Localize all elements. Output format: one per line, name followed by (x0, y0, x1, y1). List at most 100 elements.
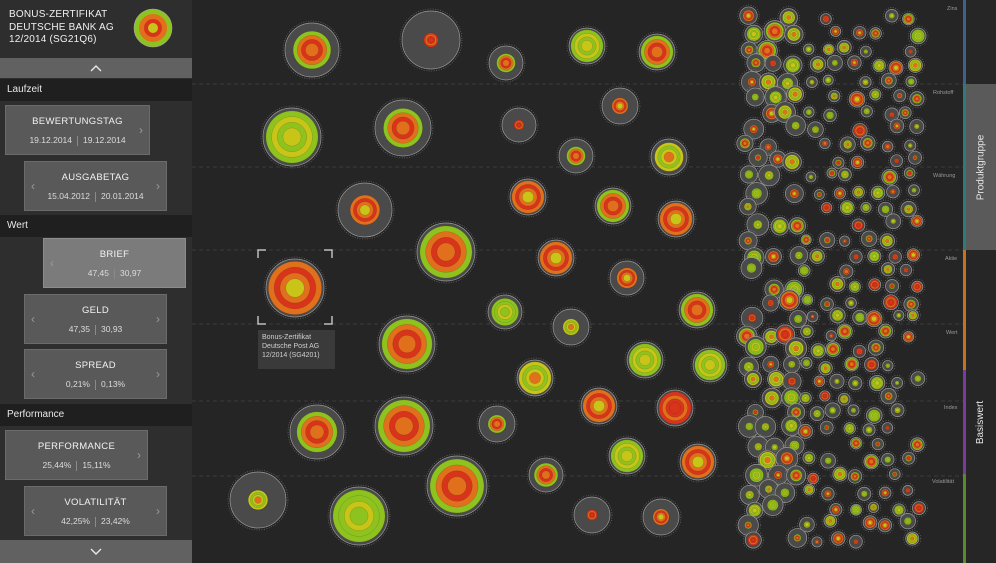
product-bubble[interactable] (760, 292, 782, 314)
product-bubble[interactable] (787, 308, 810, 330)
product-bubble[interactable] (777, 6, 800, 29)
product-bubble[interactable] (571, 494, 613, 536)
product-bubble[interactable] (760, 492, 786, 518)
product-bubble[interactable] (846, 89, 868, 110)
product-bubble[interactable] (817, 418, 836, 437)
product-bubble[interactable] (868, 183, 888, 203)
product-bubble[interactable] (798, 322, 816, 341)
product-bubble[interactable] (861, 451, 881, 472)
product-bubble[interactable] (805, 470, 821, 487)
chevron-left-icon[interactable]: ‹ (31, 179, 35, 193)
product-bubble[interactable] (826, 88, 843, 105)
product-bubble[interactable] (909, 278, 926, 295)
product-bubble[interactable] (807, 246, 827, 266)
product-bubble[interactable] (655, 198, 697, 240)
product-bubble[interactable] (880, 138, 896, 155)
tab-produktgruppe[interactable]: Produktgruppe (966, 84, 996, 250)
product-bubble[interactable] (889, 375, 905, 391)
product-bubble[interactable] (843, 295, 859, 311)
product-bubble[interactable] (829, 529, 848, 548)
product-bubble[interactable] (836, 165, 854, 184)
product-bubble[interactable] (827, 274, 848, 294)
product-bubble[interactable] (781, 53, 805, 77)
product-bubble[interactable] (739, 304, 766, 332)
product-bubble[interactable] (818, 295, 836, 313)
product-bubble[interactable] (880, 358, 896, 374)
product-bubble[interactable] (890, 501, 908, 519)
performance-range[interactable]: PERFORMANCE 25,44% 15,11% › (5, 430, 148, 480)
product-bubble[interactable] (847, 532, 865, 551)
product-bubble[interactable] (848, 153, 867, 171)
product-bubble[interactable] (888, 152, 905, 170)
product-bubble[interactable] (526, 455, 566, 495)
product-bubble[interactable] (260, 105, 324, 169)
product-bubble[interactable] (499, 105, 539, 145)
product-bubble[interactable] (282, 20, 342, 80)
product-bubble[interactable] (550, 306, 592, 348)
product-bubble[interactable] (823, 328, 839, 344)
product-bubble[interactable] (765, 368, 787, 391)
product-bubble[interactable] (784, 83, 806, 105)
product-bubble[interactable] (857, 74, 874, 91)
product-bubble[interactable] (878, 386, 899, 407)
product-bubble[interactable] (741, 116, 767, 142)
product-bubble[interactable] (866, 499, 882, 515)
product-bubble[interactable] (891, 87, 909, 105)
product-bubble[interactable] (838, 198, 857, 217)
product-bubble[interactable] (847, 248, 865, 266)
product-bubble[interactable] (819, 485, 837, 503)
product-bubble[interactable] (624, 339, 666, 381)
product-bubble[interactable] (835, 390, 853, 408)
chevron-left-icon[interactable]: ‹ (31, 367, 35, 381)
product-bubble[interactable] (897, 511, 918, 532)
chevron-right-icon[interactable]: › (156, 504, 160, 518)
brief-range[interactable]: ‹ BRIEF 47,45 30,97 (43, 238, 186, 288)
product-bubble[interactable] (424, 453, 490, 519)
product-bubble[interactable] (867, 86, 884, 103)
product-bubble[interactable] (507, 176, 549, 218)
product-bubble[interactable] (897, 261, 915, 279)
product-bubble[interactable] (879, 260, 897, 279)
product-bubble[interactable] (849, 216, 868, 234)
product-bubble[interactable] (372, 394, 436, 458)
product-bubble[interactable] (910, 499, 928, 517)
product-bubble[interactable] (908, 435, 927, 454)
product-bubble[interactable] (908, 369, 928, 388)
product-bubble[interactable] (830, 154, 847, 171)
collapse-up-button[interactable] (0, 58, 192, 78)
product-bubble[interactable] (858, 43, 874, 60)
product-bubble[interactable] (864, 405, 885, 426)
product-bubble[interactable] (738, 255, 765, 281)
product-bubble[interactable] (886, 58, 906, 78)
product-bubble[interactable] (752, 414, 779, 440)
product-bubble[interactable] (779, 385, 804, 410)
product-bubble[interactable] (690, 345, 730, 385)
product-bubble[interactable] (886, 248, 904, 266)
product-bubble[interactable] (876, 321, 895, 341)
product-bubble[interactable] (804, 308, 821, 325)
chevron-right-icon[interactable]: › (137, 448, 141, 462)
product-bubble[interactable] (906, 182, 922, 199)
product-bubble[interactable] (904, 246, 922, 264)
product-bubble[interactable] (884, 182, 902, 201)
product-bubble[interactable] (827, 371, 847, 391)
product-bubble[interactable] (798, 232, 814, 248)
product-bubble[interactable] (783, 335, 810, 362)
product-bubble[interactable] (818, 451, 838, 471)
product-bubble[interactable] (905, 307, 921, 324)
product-bubble[interactable] (746, 146, 770, 170)
product-bubble[interactable] (824, 52, 845, 73)
product-bubble[interactable] (834, 38, 854, 57)
product-bubble[interactable] (827, 501, 845, 518)
product-bubble[interactable] (485, 292, 525, 332)
product-bubble[interactable] (784, 463, 809, 488)
product-bubble[interactable] (888, 401, 907, 419)
product-bubble[interactable] (900, 449, 918, 467)
product-bubble[interactable] (807, 54, 829, 75)
product-bubble[interactable] (876, 199, 895, 219)
chevron-right-icon[interactable]: › (156, 367, 160, 381)
product-bubble[interactable] (742, 334, 769, 360)
product-bubble[interactable] (830, 464, 850, 484)
product-bubble[interactable] (772, 480, 798, 505)
product-bubble[interactable] (883, 211, 904, 231)
